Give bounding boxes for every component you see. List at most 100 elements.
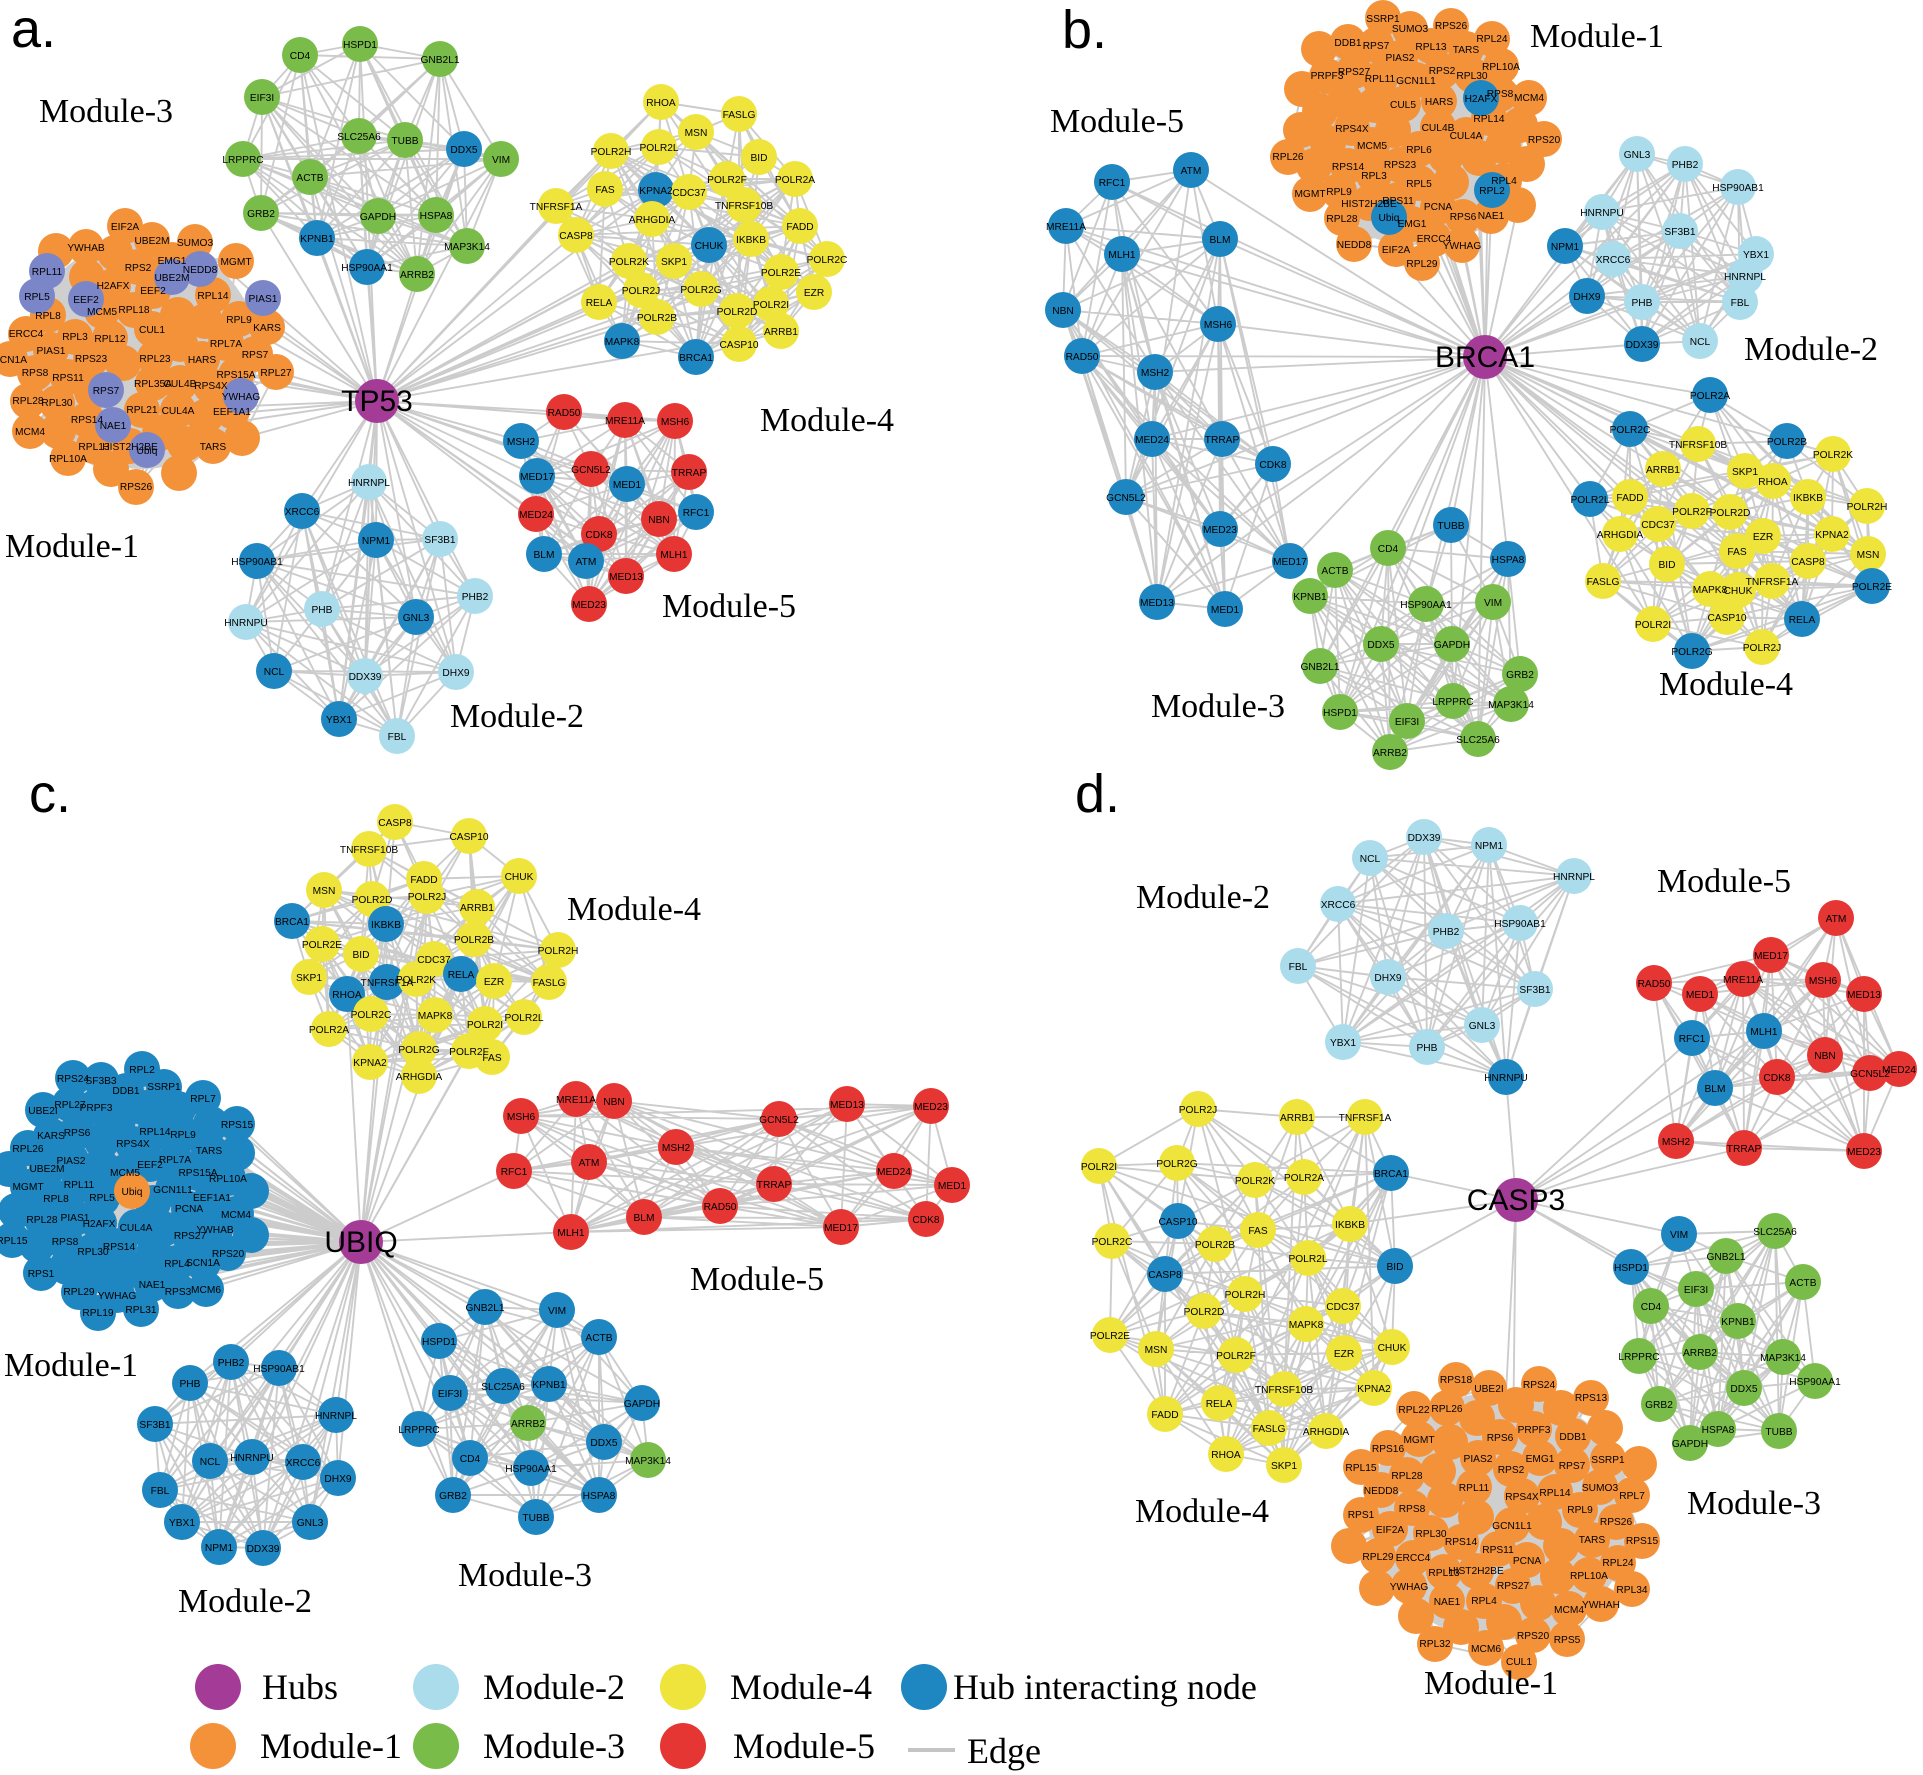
- svg-text:HSPD1: HSPD1: [422, 1337, 456, 1348]
- svg-text:RPL7: RPL7: [1619, 1491, 1645, 1502]
- svg-text:HNRNPU: HNRNPU: [1484, 1073, 1528, 1084]
- svg-text:YBX1: YBX1: [1330, 1038, 1356, 1049]
- svg-text:CD4: CD4: [290, 51, 311, 62]
- svg-text:POLR2H: POLR2H: [538, 946, 579, 957]
- svg-text:GNB2L1: GNB2L1: [1706, 1252, 1745, 1263]
- svg-text:EEF2: EEF2: [140, 286, 166, 297]
- svg-text:TRRAP: TRRAP: [1727, 1144, 1762, 1155]
- svg-text:MED17: MED17: [520, 472, 554, 483]
- svg-text:MCM5: MCM5: [110, 1168, 140, 1179]
- svg-text:CDK8: CDK8: [1763, 1073, 1791, 1084]
- svg-text:HNRNPL: HNRNPL: [315, 1411, 357, 1422]
- svg-text:RPL29: RPL29: [1362, 1552, 1393, 1563]
- svg-text:GNL3: GNL3: [1624, 150, 1651, 161]
- svg-text:FADD: FADD: [1616, 493, 1643, 504]
- svg-text:RPS2: RPS2: [1429, 66, 1456, 77]
- svg-text:PCNA: PCNA: [175, 1204, 204, 1215]
- svg-text:MGMT: MGMT: [1294, 189, 1325, 200]
- svg-text:RPS11: RPS11: [52, 373, 84, 384]
- svg-text:CHUK: CHUK: [505, 872, 534, 883]
- svg-text:Ubiq: Ubiq: [122, 1187, 143, 1198]
- svg-text:RHOA: RHOA: [1211, 1450, 1241, 1461]
- svg-text:RPL3: RPL3: [1361, 171, 1387, 182]
- svg-text:MAPK8: MAPK8: [1693, 585, 1728, 596]
- svg-text:RFC1: RFC1: [1099, 178, 1126, 189]
- svg-text:GCN1L1: GCN1L1: [1396, 76, 1436, 87]
- svg-text:EIF3I: EIF3I: [1684, 1285, 1708, 1296]
- svg-text:MLH1: MLH1: [1108, 250, 1136, 261]
- svg-text:KARS: KARS: [253, 323, 281, 334]
- svg-text:MED24: MED24: [1882, 1065, 1916, 1076]
- svg-text:DDX5: DDX5: [1367, 640, 1395, 651]
- svg-text:CUL1: CUL1: [1506, 1657, 1532, 1668]
- svg-text:RPL13: RPL13: [1428, 1568, 1459, 1579]
- svg-text:POLR2K: POLR2K: [1813, 450, 1853, 461]
- svg-text:POLR2K: POLR2K: [396, 975, 436, 986]
- svg-text:RPS14: RPS14: [103, 1242, 136, 1253]
- svg-text:RELA: RELA: [1789, 615, 1816, 626]
- svg-text:VIM: VIM: [1484, 598, 1502, 609]
- svg-text:FASLG: FASLG: [1587, 577, 1620, 588]
- svg-text:RPL34: RPL34: [1616, 1585, 1647, 1596]
- svg-text:KPNA2: KPNA2: [1815, 530, 1849, 541]
- svg-text:RPL28: RPL28: [1391, 1471, 1422, 1482]
- svg-text:MED17: MED17: [1754, 951, 1788, 962]
- svg-text:POLR2F: POLR2F: [1216, 1351, 1256, 1362]
- svg-text:EZR: EZR: [1753, 532, 1773, 543]
- svg-text:BRCA1: BRCA1: [679, 353, 713, 364]
- svg-text:UBE2M: UBE2M: [29, 1164, 64, 1175]
- svg-text:POLR2F: POLR2F: [1672, 507, 1712, 518]
- svg-text:POLR2I: POLR2I: [1081, 1162, 1117, 1173]
- svg-text:RPS14: RPS14: [1332, 162, 1365, 173]
- svg-text:Module-1: Module-1: [5, 528, 139, 565]
- svg-text:FASLG: FASLG: [1253, 1424, 1286, 1435]
- svg-text:PHB: PHB: [180, 1379, 201, 1390]
- svg-text:GCN1L1: GCN1L1: [1492, 1521, 1532, 1532]
- svg-text:RHOA: RHOA: [332, 990, 362, 1001]
- svg-text:POLR2K: POLR2K: [1235, 1176, 1275, 1187]
- svg-text:RPL14: RPL14: [1539, 1488, 1570, 1499]
- svg-text:RPL9: RPL9: [1326, 187, 1352, 198]
- svg-text:HIST2H2BE: HIST2H2BE: [1341, 199, 1397, 210]
- svg-text:RPL14: RPL14: [139, 1127, 170, 1138]
- svg-text:ATM: ATM: [1826, 914, 1847, 925]
- svg-text:RPL10A: RPL10A: [1570, 1571, 1608, 1582]
- svg-text:MED23: MED23: [1203, 525, 1237, 536]
- svg-text:DDX39: DDX39: [247, 1544, 280, 1555]
- svg-text:BRCA1: BRCA1: [275, 917, 309, 928]
- svg-text:DDX5: DDX5: [590, 1438, 618, 1449]
- svg-text:RPS5: RPS5: [1554, 1635, 1581, 1646]
- svg-text:Ubiq: Ubiq: [137, 446, 158, 457]
- svg-text:RPL18: RPL18: [118, 305, 149, 316]
- svg-text:MAPK8: MAPK8: [605, 337, 640, 348]
- svg-text:FASLG: FASLG: [533, 978, 566, 989]
- svg-text:MED23: MED23: [572, 600, 606, 611]
- svg-text:TNFRSF1A: TNFRSF1A: [361, 978, 414, 989]
- svg-text:TNFRSF10B: TNFRSF10B: [340, 845, 399, 856]
- svg-text:EIF2A: EIF2A: [111, 222, 140, 233]
- svg-text:POLR2H: POLR2H: [1225, 1290, 1266, 1301]
- svg-text:KPNB1: KPNB1: [532, 1380, 566, 1391]
- svg-text:PIAS2: PIAS2: [1464, 1454, 1493, 1465]
- svg-text:Module-1: Module-1: [1424, 1665, 1558, 1702]
- svg-text:TP53: TP53: [341, 385, 413, 418]
- svg-text:RPL5: RPL5: [89, 1193, 115, 1204]
- svg-text:ACTB: ACTB: [1789, 1278, 1816, 1289]
- svg-text:HSP90AA1: HSP90AA1: [505, 1464, 557, 1475]
- svg-text:HSP90AB1: HSP90AB1: [253, 1364, 305, 1375]
- svg-text:RFC1: RFC1: [1679, 1034, 1706, 1045]
- svg-text:TUBB: TUBB: [391, 136, 418, 147]
- svg-text:RPL26: RPL26: [1431, 1404, 1462, 1415]
- svg-text:NBN: NBN: [603, 1097, 625, 1108]
- svg-text:PHB2: PHB2: [1433, 927, 1460, 938]
- svg-text:MCM5: MCM5: [87, 307, 117, 318]
- svg-text:MSH6: MSH6: [1809, 976, 1838, 987]
- svg-text:RPS2: RPS2: [125, 263, 152, 274]
- svg-text:PHB: PHB: [1417, 1043, 1438, 1054]
- svg-text:RHOA: RHOA: [646, 98, 676, 109]
- svg-text:RPL14: RPL14: [197, 291, 228, 302]
- svg-text:YWHAB: YWHAB: [196, 1225, 234, 1236]
- svg-text:MSN: MSN: [1857, 550, 1880, 561]
- svg-text:Module-5: Module-5: [733, 1726, 875, 1766]
- svg-text:PIAS1: PIAS1: [61, 1213, 90, 1224]
